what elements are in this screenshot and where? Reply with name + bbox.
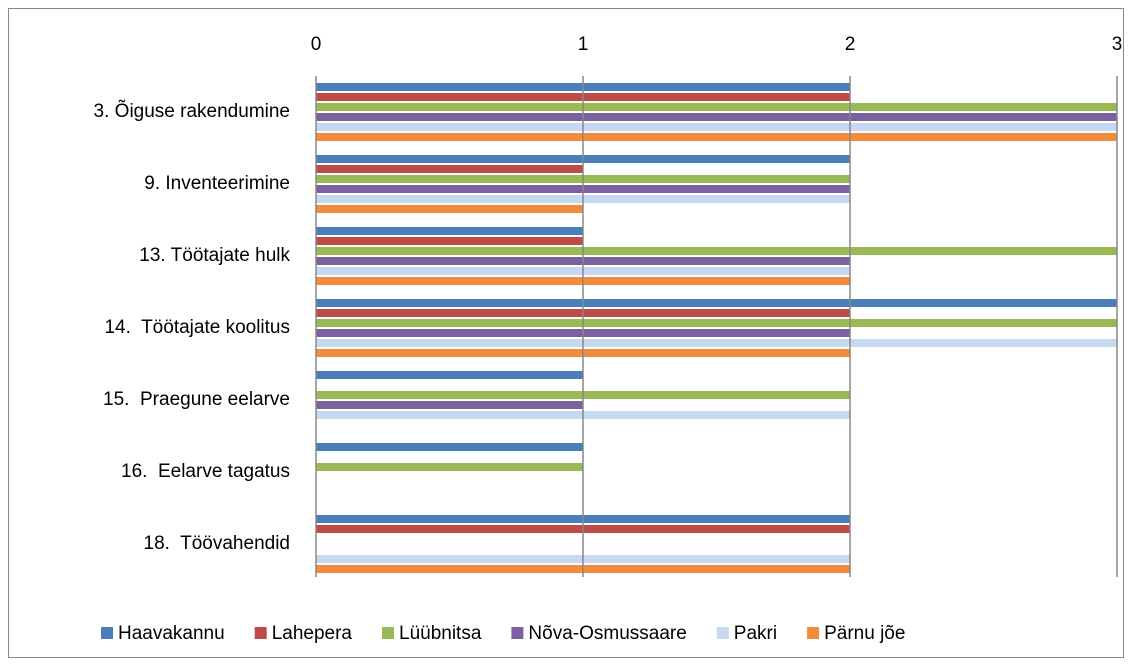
- x-tick-label: 1: [578, 34, 589, 55]
- x-tick-label: 0: [311, 34, 322, 55]
- y-tick-label: 13. Töötajate hulk: [139, 245, 290, 266]
- bar: [316, 113, 1117, 121]
- legend-label: Lahepera: [272, 623, 353, 644]
- legend: Haavakannu Lahepera Lüübnitsa Nõva-Osmussaa…: [101, 623, 905, 644]
- legend-swatch: [807, 627, 820, 639]
- y-tick-label: 3. Õiguse rakendumine: [94, 100, 290, 122]
- x-tick-label: 2: [845, 34, 856, 55]
- legend-swatch: [716, 627, 729, 639]
- y-tick-label: 14. Töötajate koolitus: [104, 317, 290, 338]
- x-tick-label: 3: [1112, 34, 1123, 55]
- legend-swatch: [511, 627, 524, 639]
- y-tick-label: 18. Töövahendid: [144, 533, 291, 554]
- y-tick-label: 15. Praegune eelarve: [103, 389, 290, 410]
- bar: [316, 227, 583, 235]
- bar: [316, 463, 583, 471]
- legend-label: Haavakannu: [118, 623, 225, 644]
- legend-label: Pärnu jõe: [824, 623, 905, 644]
- legend-swatch: [382, 627, 394, 639]
- legend-label: Nõva-Osmussaare: [528, 623, 686, 644]
- bar: [316, 133, 1117, 141]
- legend-swatch: [101, 627, 113, 639]
- bar: [316, 247, 1117, 255]
- y-tick-label: 9. Inventeerimine: [144, 173, 290, 194]
- bar: [316, 103, 1117, 111]
- legend-label: Pakri: [734, 623, 777, 644]
- bar: [316, 319, 1117, 327]
- bar: [316, 339, 1117, 347]
- bar: [316, 205, 583, 213]
- bar: [316, 299, 1117, 307]
- bar: [316, 371, 583, 379]
- bar: [316, 401, 583, 409]
- y-tick-label: 16. Eelarve tagatus: [121, 461, 290, 482]
- bar: [316, 443, 583, 451]
- legend-label: Lüübnitsa: [399, 623, 482, 644]
- bar: [316, 237, 583, 245]
- bar: [316, 165, 583, 173]
- legend-swatch: [254, 627, 267, 639]
- bar: [316, 123, 1117, 131]
